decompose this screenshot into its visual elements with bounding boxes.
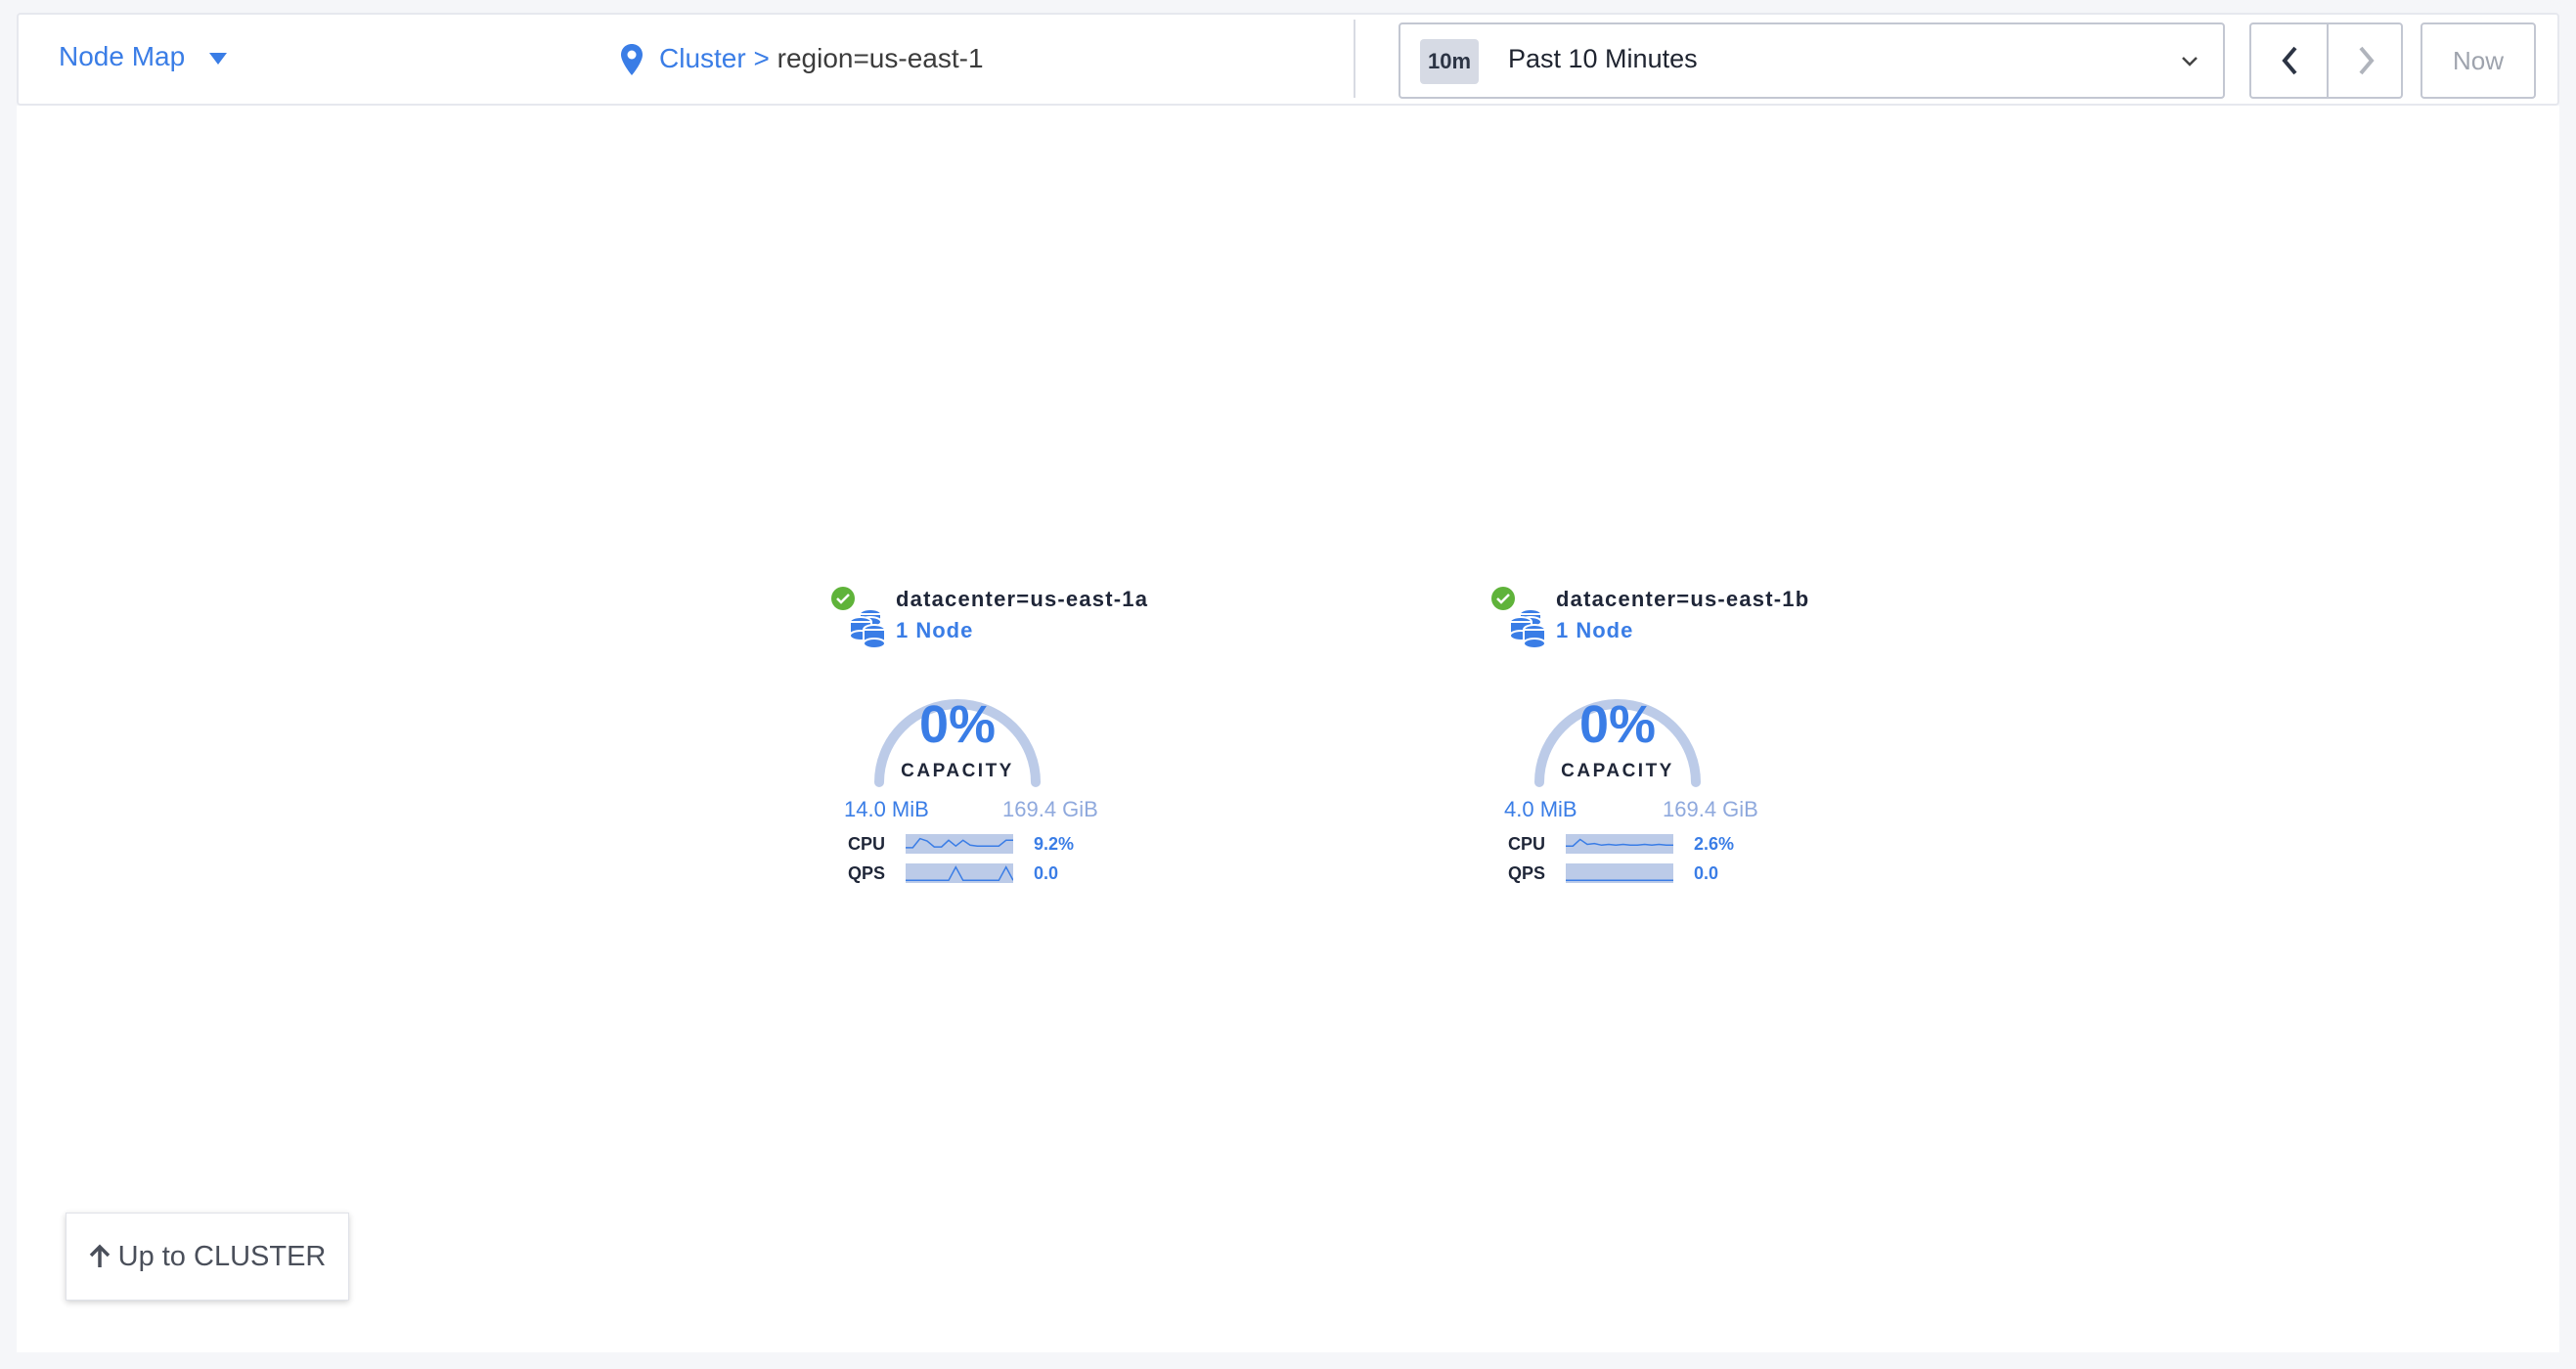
caret-down-icon[interactable]	[209, 53, 227, 65]
cpu-label: CPU	[1508, 834, 1546, 854]
database-icon	[849, 608, 886, 649]
cpu-value: 9.2%	[1034, 834, 1075, 854]
chevron-right-icon	[2358, 46, 2375, 75]
node-count[interactable]: 1 Node	[1556, 618, 1634, 642]
divider	[1354, 20, 1355, 98]
qps-sparkline	[1566, 863, 1673, 883]
node-map-canvas	[17, 106, 2559, 1352]
up-to-cluster-button[interactable]: Up to CLUSTER	[66, 1213, 349, 1301]
qps-label: QPS	[848, 863, 886, 883]
breadcrumb-separator: >	[753, 43, 770, 73]
breadcrumb: Cluster > region=us-east-1	[659, 43, 984, 74]
capacity-percent: 0%	[918, 695, 997, 754]
chevron-left-icon	[2281, 46, 2297, 75]
sparkline-line	[906, 837, 1013, 849]
used-storage: 4.0 MiB	[1504, 797, 1577, 821]
breadcrumb-cluster[interactable]: Cluster	[659, 43, 746, 73]
capacity-gauge	[1534, 699, 1701, 787]
previous-button[interactable]	[2251, 24, 2327, 97]
sparkline-background	[1566, 863, 1673, 883]
healthy-check-icon	[831, 587, 855, 610]
total-storage: 169.4 GiB	[1663, 797, 1758, 821]
cpu-value: 2.6%	[1694, 834, 1735, 854]
time-range-select[interactable]: 10m Past 10 Minutes	[1399, 22, 2225, 99]
sparkline-background	[1566, 834, 1673, 854]
capacity-gauge	[874, 699, 1041, 787]
node-title[interactable]: datacenter=us-east-1a	[896, 587, 1149, 611]
next-button[interactable]	[2329, 24, 2404, 97]
up-to-cluster-label: Up to CLUSTER	[117, 1240, 327, 1272]
qps-label: QPS	[1508, 863, 1546, 883]
datacenter-node[interactable]: datacenter=us-east-1a 1 Node 0% CAPACITY…	[831, 587, 1222, 900]
capacity-percent: 0%	[1578, 695, 1657, 754]
cpu-sparkline	[906, 834, 1013, 854]
cpu-sparkline	[1566, 834, 1673, 854]
arrow-up-icon	[89, 1244, 110, 1267]
now-button[interactable]: Now	[2421, 22, 2536, 99]
breadcrumb-current: region=us-east-1	[777, 43, 984, 73]
sparkline-line	[906, 865, 1013, 882]
time-badge: 10m	[1420, 39, 1479, 84]
total-storage: 169.4 GiB	[1002, 797, 1098, 821]
datacenter-node[interactable]: datacenter=us-east-1b 1 Node 0% CAPACITY…	[1491, 587, 1883, 900]
used-storage: 14.0 MiB	[844, 797, 929, 821]
healthy-check-icon	[1491, 587, 1515, 610]
divider	[2327, 24, 2329, 97]
qps-value: 0.0	[1694, 863, 1719, 883]
view-selector[interactable]: Node Map	[59, 41, 186, 71]
database-icon	[1509, 608, 1546, 649]
node-title[interactable]: datacenter=us-east-1b	[1556, 587, 1810, 611]
capacity-label: CAPACITY	[901, 761, 1014, 781]
chevron-down-icon	[2182, 57, 2198, 66]
cpu-label: CPU	[848, 834, 886, 854]
qps-sparkline	[906, 863, 1013, 883]
time-range-label: Past 10 Minutes	[1508, 44, 1698, 73]
sparkline-line	[1566, 838, 1673, 847]
time-nav-group	[2249, 22, 2403, 99]
node-count[interactable]: 1 Node	[896, 618, 974, 642]
map-pin-icon	[621, 44, 643, 75]
capacity-label: CAPACITY	[1561, 761, 1674, 781]
qps-value: 0.0	[1034, 863, 1059, 883]
